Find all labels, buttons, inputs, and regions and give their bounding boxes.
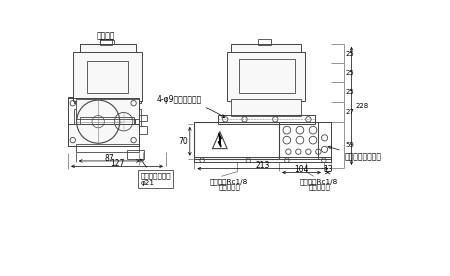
Polygon shape bbox=[212, 132, 227, 148]
Text: 70: 70 bbox=[179, 137, 189, 146]
Text: 4-φ9ポンプ取付穴: 4-φ9ポンプ取付穴 bbox=[157, 95, 225, 117]
Text: 87: 87 bbox=[104, 154, 114, 163]
Text: 13: 13 bbox=[323, 165, 333, 174]
Bar bbox=[230, 99, 302, 116]
Bar bbox=[81, 117, 135, 124]
Text: 59: 59 bbox=[345, 142, 354, 148]
Polygon shape bbox=[218, 133, 221, 147]
Bar bbox=[74, 109, 140, 126]
Bar bbox=[139, 115, 147, 121]
Bar bbox=[68, 124, 139, 145]
Bar bbox=[81, 44, 135, 55]
Text: エアー抜きプラグ: エアー抜きプラグ bbox=[328, 146, 382, 161]
Bar bbox=[76, 144, 139, 152]
Bar bbox=[239, 59, 295, 93]
Bar bbox=[194, 122, 279, 159]
Text: 吐出口　Rc1/8: 吐出口 Rc1/8 bbox=[210, 178, 248, 185]
Bar bbox=[73, 52, 142, 101]
Bar bbox=[68, 125, 135, 143]
Text: 主管脱圧用: 主管脱圧用 bbox=[308, 184, 330, 190]
Text: 213: 213 bbox=[256, 161, 270, 171]
Bar bbox=[217, 115, 315, 124]
Bar bbox=[257, 39, 271, 45]
Bar bbox=[79, 102, 135, 111]
Text: 127: 127 bbox=[110, 159, 124, 168]
Bar bbox=[227, 52, 305, 101]
Bar bbox=[318, 122, 332, 159]
Bar bbox=[194, 157, 332, 163]
Bar bbox=[279, 122, 332, 159]
Text: （鉄板）: （鉄板） bbox=[97, 32, 115, 41]
Bar bbox=[88, 62, 125, 92]
Bar bbox=[100, 40, 114, 46]
Bar bbox=[139, 126, 147, 134]
Text: 25: 25 bbox=[345, 70, 354, 76]
Bar bbox=[68, 98, 139, 145]
Text: 25: 25 bbox=[345, 51, 354, 57]
Text: 27: 27 bbox=[345, 109, 354, 115]
Text: 電線引き出し口
φ21: 電線引き出し口 φ21 bbox=[140, 159, 171, 186]
Bar bbox=[81, 44, 136, 53]
Bar bbox=[74, 55, 140, 103]
Text: 圧力進行用: 圧力進行用 bbox=[218, 184, 240, 190]
Bar bbox=[231, 44, 301, 53]
Bar bbox=[127, 150, 144, 160]
Text: 吐出口　Rc1/8: 吐出口 Rc1/8 bbox=[300, 178, 338, 185]
Bar bbox=[68, 97, 135, 143]
Text: 104: 104 bbox=[294, 165, 309, 174]
Text: 228: 228 bbox=[356, 103, 369, 109]
Text: 25: 25 bbox=[345, 89, 354, 95]
Bar bbox=[87, 61, 128, 93]
Bar bbox=[76, 99, 139, 119]
Bar bbox=[100, 39, 112, 45]
